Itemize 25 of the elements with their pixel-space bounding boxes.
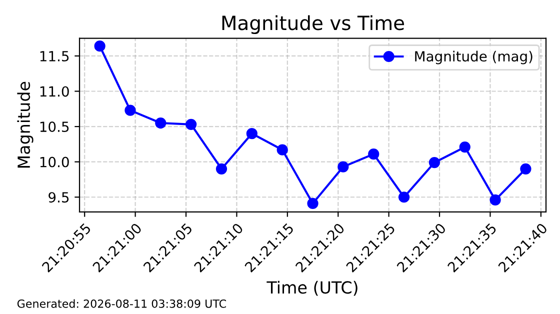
point bbox=[124, 104, 136, 116]
point bbox=[398, 192, 410, 203]
chart-title: Magnitude vs Time bbox=[222, 15, 404, 34]
point bbox=[276, 144, 288, 156]
point bbox=[246, 128, 258, 140]
y-tick-label: 11.0 bbox=[40, 86, 69, 97]
point bbox=[459, 141, 470, 153]
point bbox=[368, 148, 380, 160]
point bbox=[338, 161, 349, 172]
y-tick-label: 9.5 bbox=[48, 192, 69, 203]
y-tick-label: 10.0 bbox=[40, 156, 69, 168]
point bbox=[307, 198, 318, 210]
x-axis-title: Time (UTC) bbox=[266, 280, 358, 296]
point bbox=[520, 163, 532, 174]
point bbox=[186, 118, 197, 130]
legend-label: Magnitude (mag) bbox=[415, 50, 532, 64]
y-tick-label: 10.5 bbox=[40, 122, 69, 132]
text: Generated: 2026-08-11 03:38:09 UTC bbox=[17, 299, 226, 308]
y-tick-label: 11.5 bbox=[40, 51, 69, 62]
point bbox=[490, 194, 501, 206]
y-axis-title: Magnitude bbox=[17, 82, 34, 168]
point bbox=[94, 40, 106, 52]
point bbox=[155, 117, 166, 129]
point bbox=[428, 156, 440, 168]
point bbox=[216, 163, 228, 174]
